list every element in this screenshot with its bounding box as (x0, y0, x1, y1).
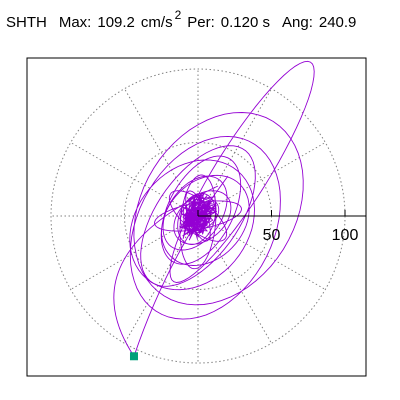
max-unit: cm/s (140, 14, 173, 31)
max-label: Max: (58, 14, 92, 31)
grid-spoke-60 (197, 88, 272, 217)
ang-label: Ang: (282, 14, 313, 31)
grid-spoke-30 (197, 142, 326, 217)
station-code: SHTH (6, 14, 47, 31)
grid-spoke-240 (124, 215, 199, 344)
grid-spoke-210 (70, 215, 199, 290)
per-label: Per: (187, 14, 215, 31)
grid-spoke-330 (197, 215, 326, 290)
ang-value: 240.9 (318, 14, 357, 31)
plot-header: SHTH Max: 109.2 cm/s 2 Per: 0.120 s Ang:… (6, 8, 357, 38)
x-tick-label-100: 100 (332, 227, 359, 244)
motion-trace-core (179, 192, 218, 241)
per-value: 0.120 s (220, 14, 270, 31)
max-point-marker (129, 352, 138, 361)
grid-spoke-300 (197, 215, 272, 344)
max-value: 109.2 (97, 14, 135, 31)
motion-trace-loops (129, 60, 315, 320)
max-unit-exponent: 2 (174, 8, 182, 22)
x-tick-label-50: 50 (263, 227, 281, 244)
grid-spoke-150 (70, 142, 199, 217)
plot-frame (26, 57, 367, 377)
